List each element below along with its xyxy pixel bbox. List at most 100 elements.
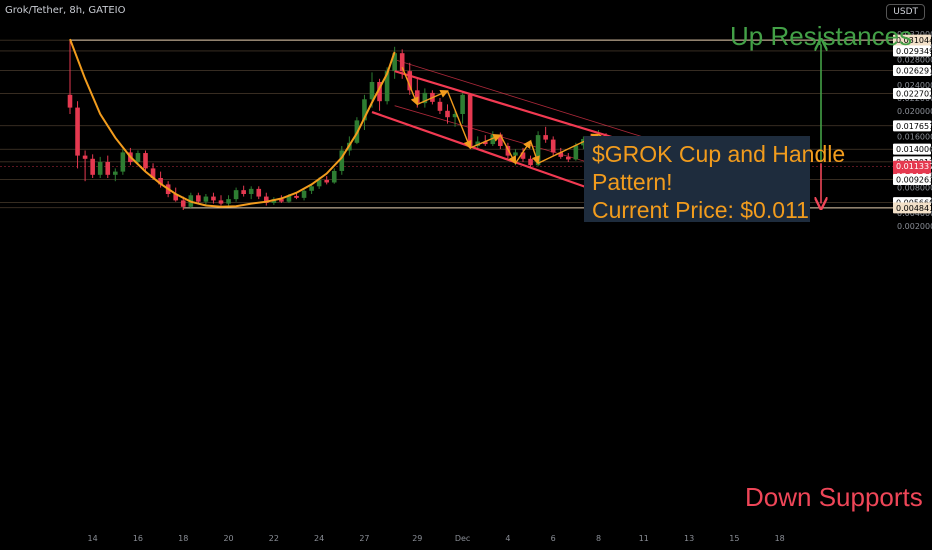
- x-tick-label: 27: [359, 534, 369, 543]
- x-tick-label: 11: [639, 534, 649, 543]
- x-tick-label: 22: [269, 534, 279, 543]
- price-tag: [893, 174, 931, 186]
- price-tag-label: 0.011337: [896, 162, 932, 171]
- candle-body: [173, 194, 178, 201]
- candle-body: [550, 139, 556, 153]
- x-tick-label: 29: [412, 534, 422, 543]
- candle-body: [339, 150, 345, 171]
- candle-body: [520, 152, 526, 159]
- x-tick-label: 16: [133, 534, 143, 543]
- price-tag: [893, 65, 931, 77]
- candle-body: [566, 156, 571, 160]
- x-tick-label: 6: [551, 534, 556, 543]
- candle-body: [286, 195, 292, 202]
- info-box-line3: Current Price: $0.011: [592, 197, 809, 223]
- x-tick-label: 14: [88, 534, 98, 543]
- candle-body: [460, 94, 465, 114]
- candle-body: [233, 190, 239, 200]
- candle-body: [105, 162, 111, 175]
- candle-body: [82, 155, 88, 159]
- x-tick-label: 18: [775, 534, 785, 543]
- candle-body: [248, 188, 254, 194]
- price-tag-label: 0.026291: [896, 67, 932, 76]
- y-tick-label: 0.002000: [897, 222, 932, 231]
- zigzag-segment: [446, 90, 472, 150]
- candle-body: [369, 82, 375, 100]
- y-tick-label: 0.004000: [897, 209, 932, 218]
- zigzag-segment: [514, 139, 532, 164]
- candle-body: [264, 196, 269, 203]
- info-box-line2: Pattern!: [592, 169, 673, 195]
- cup-curve: [69, 38, 396, 208]
- zigzag-segment: [401, 67, 419, 106]
- price-tag-label: 0.009263: [896, 176, 932, 185]
- candle-body: [513, 152, 518, 156]
- info-box-line1: $GROK Cup and Handle: [592, 141, 846, 167]
- down-supports-label: Down Supports: [745, 482, 923, 512]
- zigzag-segment: [499, 134, 517, 165]
- candle-body: [113, 171, 118, 175]
- candle-body: [196, 195, 201, 202]
- candle-body: [75, 107, 80, 156]
- candle-body: [384, 71, 390, 102]
- candle-body: [180, 200, 186, 207]
- candle-body: [482, 141, 488, 145]
- candle-body: [362, 99, 367, 121]
- price-tag: [893, 88, 931, 100]
- candle-body: [90, 158, 95, 175]
- candle-body: [377, 82, 382, 102]
- price-tag-label: 0.014006: [896, 145, 932, 154]
- candle-body: [467, 94, 473, 146]
- candle-body: [452, 114, 458, 118]
- candle-body: [573, 145, 579, 160]
- candle-body: [256, 188, 262, 197]
- candle-body: [67, 94, 73, 108]
- price-tag: [893, 45, 931, 57]
- candle-body: [97, 162, 103, 175]
- candle-body: [226, 199, 231, 204]
- x-tick-label: 4: [505, 534, 510, 543]
- price-tag: [893, 34, 931, 46]
- candle-body: [294, 195, 299, 198]
- up-resistances-label: Up Resistances: [730, 21, 913, 51]
- zigzag-segment: [529, 140, 540, 165]
- y-tick-label: 0.020000: [897, 107, 932, 116]
- price-tag-label: 0.029349: [896, 47, 932, 56]
- x-tick-label: Dec: [455, 534, 470, 543]
- candle-body: [422, 92, 428, 104]
- y-tick-label: 0.008000: [897, 184, 932, 193]
- candle-body: [528, 158, 533, 166]
- candle-body: [475, 141, 480, 146]
- currency-button[interactable]: USDT: [886, 4, 925, 20]
- candle-body: [437, 101, 443, 111]
- x-tick-label: 15: [729, 534, 739, 543]
- candle-body: [143, 153, 148, 169]
- candle-body: [309, 186, 314, 191]
- candle-body: [445, 110, 450, 118]
- x-tick-label: 8: [596, 534, 601, 543]
- candle-body: [392, 53, 397, 72]
- pattern-info-box: $GROK Cup and Handle Pattern! Current Pr…: [584, 136, 846, 223]
- symbol-label: Grok/Tether, 8h, GATEIO: [5, 5, 126, 16]
- zigzag-segment: [469, 133, 502, 149]
- price-tag-label: 0.022702: [896, 90, 932, 99]
- candle-body: [135, 153, 141, 162]
- candle-body: [158, 178, 163, 185]
- candle-body: [150, 168, 156, 178]
- candle-body: [535, 135, 541, 166]
- candle-body: [324, 179, 329, 183]
- y-tick-label: 0.032000: [897, 30, 932, 39]
- x-tick-label: 18: [178, 534, 188, 543]
- price-tag: [893, 120, 931, 132]
- candle-body: [543, 135, 548, 140]
- x-tick-label: 20: [223, 534, 233, 543]
- candle-body: [301, 190, 307, 198]
- x-tick-label: 24: [314, 534, 324, 543]
- candle-body: [120, 152, 126, 172]
- price-tag: [893, 143, 931, 155]
- candle-body: [407, 71, 413, 91]
- price-tag: [893, 202, 931, 214]
- candle-body: [279, 199, 284, 202]
- price-tag-label: 0.004841: [896, 204, 932, 213]
